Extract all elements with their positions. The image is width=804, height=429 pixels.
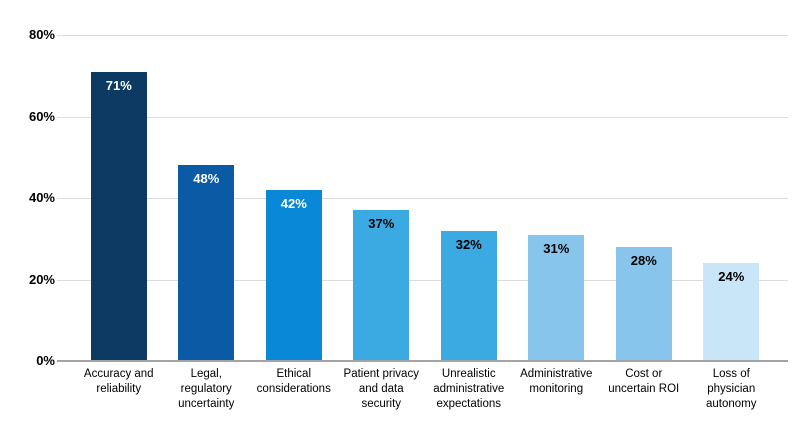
bar: 28% (615, 246, 672, 361)
y-axis-tick-label: 20% (28, 271, 55, 287)
bar-value-label: 28% (630, 252, 657, 268)
bar: 37% (353, 210, 410, 361)
plot-area: 71% 48% 42% 37% 32% 31% 28% 24% (57, 35, 788, 362)
x-axis-category-label: Loss of physician autonomy (705, 368, 757, 410)
bar-slot: 31% (513, 35, 601, 361)
bar-slot: 48% (163, 35, 251, 361)
bar: 24% (703, 263, 760, 361)
bar: 71% (90, 71, 147, 361)
gridline (57, 35, 788, 36)
bar-value-label: 42% (280, 195, 307, 211)
bar-slot: 32% (425, 35, 513, 361)
gridline (57, 198, 788, 199)
y-axis-tick-label: 40% (28, 190, 55, 205)
x-axis-category-label: Legal, regulatory uncertainty (178, 368, 235, 410)
x-axis-category-label: Administrative monitoring (520, 368, 593, 395)
bar-value-label: 37% (368, 216, 395, 232)
bar: 48% (178, 165, 235, 361)
x-axis-category-label: Unrealistic administrative expectations (433, 368, 505, 410)
bar: 31% (528, 234, 585, 361)
gridline (57, 279, 788, 281)
bar-value-label: 24% (718, 269, 745, 285)
x-axis-category-label: Patient privacy and data security (343, 368, 419, 410)
x-axis-baseline (57, 360, 788, 362)
bar-slot: 71% (75, 35, 163, 361)
x-axis-category-label: Ethical considerations (256, 368, 331, 395)
y-axis-tick-label: 80% (28, 27, 55, 42)
bar-value-label: 32% (455, 236, 482, 252)
gridline (57, 116, 788, 118)
x-axis-category-label: Cost or uncertain ROI (608, 368, 680, 395)
bar: 42% (265, 189, 322, 361)
bar-slot: 42% (250, 35, 338, 361)
bars-row: 71% 48% 42% 37% 32% 31% 28% 24% (62, 35, 788, 361)
bar-value-label: 48% (193, 171, 220, 187)
y-axis-tick-label: 0% (36, 353, 55, 368)
y-axis-tick-label: 60% (28, 108, 55, 124)
bar: 32% (440, 230, 497, 361)
bar-slot: 24% (688, 35, 776, 361)
x-axis-labels: Accuracy and reliability Legal, regulator… (62, 367, 788, 412)
bar-slot: 37% (338, 35, 426, 361)
bar-value-label: 71% (105, 77, 132, 93)
bar-slot: 28% (600, 35, 688, 361)
bar-value-label: 31% (543, 240, 570, 256)
x-axis-category-label: Accuracy and reliability (83, 368, 154, 395)
